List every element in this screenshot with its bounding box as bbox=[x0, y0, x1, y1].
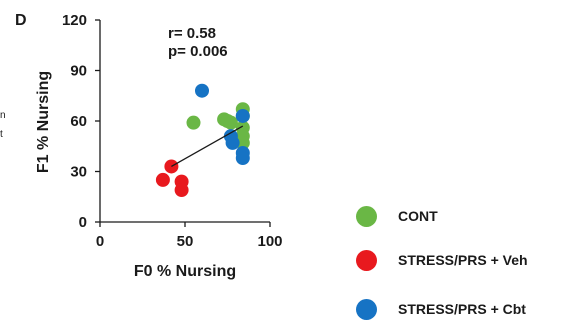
x-tick-label: 0 bbox=[96, 233, 104, 250]
data-point-series-1 bbox=[186, 115, 201, 130]
cropped-text-fragment-2: t bbox=[0, 129, 3, 140]
data-point-series-3 bbox=[195, 83, 209, 98]
annotation-r: r= 0.58 bbox=[168, 25, 216, 42]
legend-label-stress-cbt: STRESS/PRS + Cbt bbox=[398, 301, 526, 317]
x-tick-label: 100 bbox=[257, 233, 282, 250]
y-tick-label: 0 bbox=[79, 214, 87, 231]
data-point-series-1 bbox=[223, 115, 238, 130]
legend-marker-cont bbox=[356, 205, 377, 227]
y-tick-label: 120 bbox=[62, 12, 87, 29]
data-point-series-2 bbox=[155, 172, 170, 187]
y-tick-label: 60 bbox=[70, 113, 87, 130]
data-point-series-2 bbox=[174, 183, 189, 198]
panel-label: D bbox=[15, 12, 27, 29]
legend-marker-stress-veh bbox=[356, 249, 377, 271]
data-point-series-3 bbox=[235, 151, 250, 166]
legend-item-stress-veh: STRESS/PRS + Veh bbox=[356, 247, 528, 273]
y-tick-label: 30 bbox=[70, 164, 87, 181]
legend-item-stress-cbt: STRESS/PRS + Cbt bbox=[356, 296, 526, 322]
legend-marker-stress-cbt bbox=[356, 298, 377, 320]
x-axis-label: F0 % Nursing bbox=[134, 263, 236, 280]
data-point-series-3 bbox=[235, 108, 250, 123]
legend-label-stress-veh: STRESS/PRS + Veh bbox=[398, 252, 528, 268]
data-point-series-1 bbox=[235, 135, 250, 150]
annotation-p: p= 0.006 bbox=[168, 43, 228, 60]
data-point-series-3 bbox=[225, 135, 240, 150]
data-points bbox=[155, 83, 250, 198]
x-tick-group: 0 50 100 bbox=[96, 222, 283, 250]
y-axis-label: F1 % Nursing bbox=[35, 71, 52, 173]
legend-item-cont: CONT bbox=[356, 203, 438, 229]
y-tick-group: 0 30 60 90 120 bbox=[62, 12, 100, 231]
y-tick-label: 90 bbox=[70, 63, 87, 80]
cropped-text-fragment-1: n bbox=[0, 110, 6, 121]
trendline bbox=[171, 125, 244, 168]
legend-label-cont: CONT bbox=[398, 208, 438, 224]
trendline-group bbox=[171, 125, 244, 168]
x-tick-label: 50 bbox=[177, 233, 194, 250]
